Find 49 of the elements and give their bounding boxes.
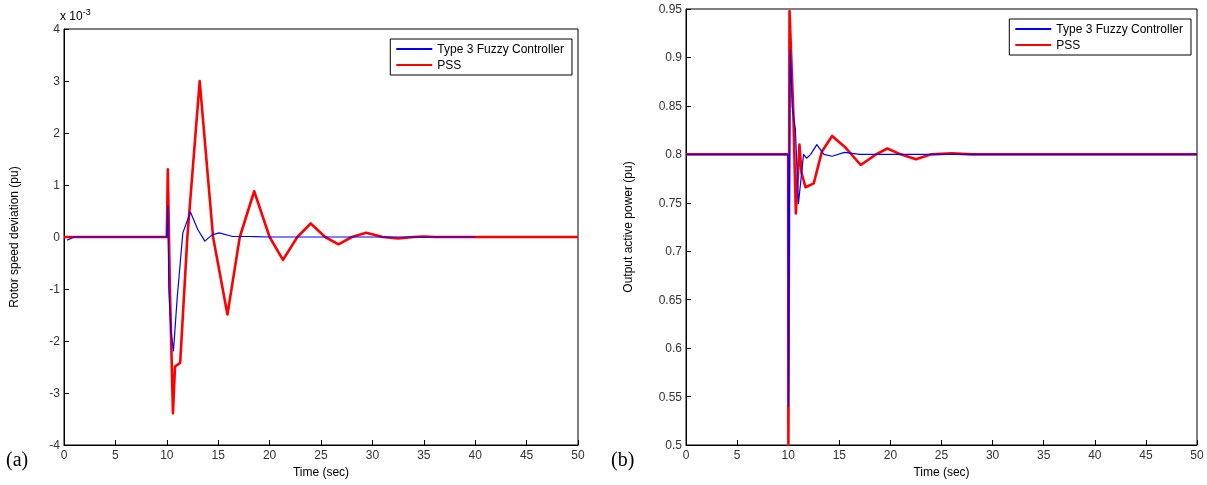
y-tick-label: 0.55 [658, 389, 683, 404]
x-axis-title: Time (sec) [292, 464, 350, 479]
x-tick-label: 5 [733, 448, 741, 462]
legend-label: PSS [437, 58, 462, 72]
legend-label: Type 3 Fuzzy Controller [437, 42, 564, 56]
y-tick-label: 0.85 [658, 98, 683, 113]
y-tick-label: 0.65 [658, 292, 683, 307]
x-tick-label: 10 [781, 448, 796, 462]
y-tick-label: 0.7 [665, 244, 683, 259]
x-tick-label: 10 [160, 448, 174, 462]
x-axis-title: Time (sec) [913, 464, 970, 479]
x-tick-label: 45 [519, 448, 534, 462]
y-tick-label: -1 [49, 282, 61, 296]
y-tick-label: 0.95 [658, 2, 683, 16]
legend-label: Type 3 Fuzzy Controller [1056, 22, 1183, 36]
y-tick-label: 0.8 [665, 147, 683, 162]
y-tick-label: 4 [53, 22, 61, 36]
y-tick-label: -2 [49, 334, 61, 348]
x-tick-label: 30 [985, 448, 1000, 462]
x-tick-label: 15 [211, 448, 226, 462]
x-tick-label: 50 [1190, 448, 1204, 462]
x-tick-label: 25 [314, 448, 328, 462]
legend-label: PSS [1056, 38, 1081, 52]
x-tick-label: 30 [365, 448, 380, 462]
x-tick-label: 20 [883, 448, 898, 462]
x-tick-label: 25 [934, 448, 949, 462]
text: (a) [6, 448, 29, 471]
x-tick-label: 35 [1037, 448, 1051, 462]
y-tick-label: 0 [53, 230, 61, 244]
y-tick-label: 2 [53, 126, 61, 140]
y-tick-label: 0.75 [658, 195, 683, 210]
text: (b) [611, 448, 635, 471]
x-tick-label: 35 [417, 448, 431, 462]
y-tick-label: 0.9 [665, 50, 683, 65]
y-axis-title: Rotor speed deviation (pu) [7, 166, 21, 308]
x-tick-label: 50 [571, 448, 585, 462]
y-tick-label: 3 [53, 74, 61, 88]
y-tick-label: 1 [53, 178, 61, 192]
y-tick-label: -3 [49, 386, 61, 400]
y-axis-title: Output active power (pu) [621, 161, 635, 293]
y-tick-label: 0.5 [665, 438, 683, 452]
y-tick-label: 0.6 [665, 341, 683, 356]
x-tick-label: 15 [832, 448, 847, 462]
y-tick-label: -4 [49, 438, 61, 452]
x-tick-label: 45 [1139, 448, 1153, 462]
x-tick-label: 5 [112, 448, 120, 462]
x-tick-label: 40 [1088, 448, 1102, 462]
x-tick-label: 40 [468, 448, 483, 462]
x-tick-label: 20 [262, 448, 277, 462]
